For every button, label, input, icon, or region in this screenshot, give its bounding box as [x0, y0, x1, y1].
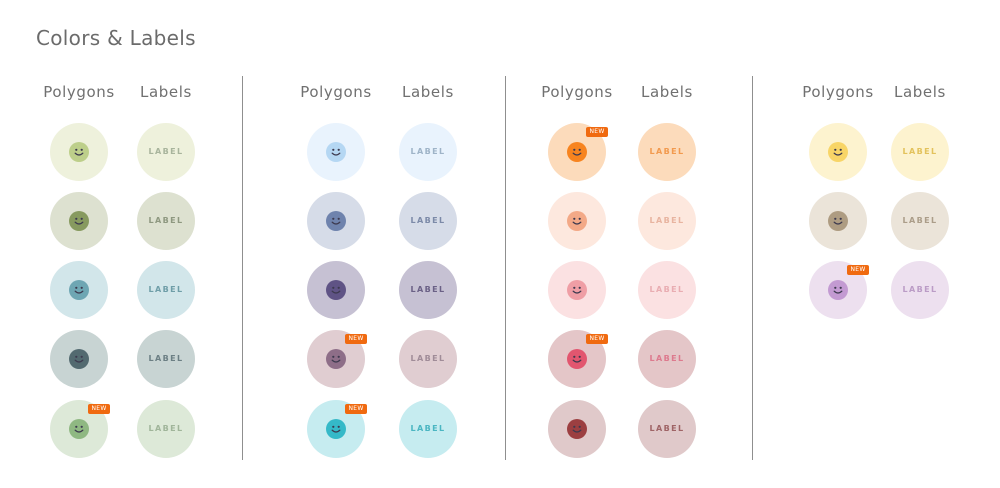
label-text: LABEL — [902, 147, 938, 156]
polygon-swatch[interactable] — [548, 261, 606, 319]
label-swatch[interactable]: LABEL — [638, 192, 696, 250]
smiley-face-icon — [567, 349, 587, 369]
smiley-face-icon — [326, 280, 346, 300]
smiley-face-icon — [326, 419, 346, 439]
polygon-swatch[interactable] — [50, 330, 108, 388]
smiley-face-icon — [567, 280, 587, 300]
smiley-face-icon — [567, 419, 587, 439]
page-title: Colors & Labels — [36, 26, 196, 50]
polygon-swatch[interactable] — [50, 123, 108, 181]
polygon-swatch[interactable] — [307, 192, 365, 250]
smiley-face-icon — [69, 419, 89, 439]
new-badge: NEW — [586, 127, 608, 137]
label-text: LABEL — [410, 216, 446, 225]
smiley-face-icon — [828, 142, 848, 162]
divider — [242, 76, 243, 460]
label-text: LABEL — [902, 285, 938, 294]
smiley-face-icon — [567, 211, 587, 231]
polygons-heading: Polygons — [43, 83, 115, 101]
label-swatch[interactable]: LABEL — [638, 330, 696, 388]
label-text: LABEL — [410, 354, 446, 363]
label-swatch[interactable]: LABEL — [137, 192, 195, 250]
polygon-swatch[interactable] — [307, 261, 365, 319]
labels-heading: Labels — [894, 83, 946, 101]
new-badge: NEW — [345, 404, 367, 414]
label-text: LABEL — [902, 216, 938, 225]
smiley-face-icon — [69, 280, 89, 300]
polygon-swatch[interactable] — [809, 192, 867, 250]
new-badge: NEW — [88, 404, 110, 414]
polygon-swatch[interactable] — [50, 192, 108, 250]
label-text: LABEL — [649, 285, 685, 294]
label-swatch[interactable]: LABEL — [137, 123, 195, 181]
label-swatch[interactable]: LABEL — [638, 400, 696, 458]
labels-heading: Labels — [641, 83, 693, 101]
label-text: LABEL — [649, 216, 685, 225]
label-swatch[interactable]: LABEL — [399, 400, 457, 458]
labels-heading: Labels — [402, 83, 454, 101]
label-text: LABEL — [148, 424, 184, 433]
label-text: LABEL — [410, 147, 446, 156]
label-swatch[interactable]: LABEL — [891, 192, 949, 250]
label-swatch[interactable]: LABEL — [137, 400, 195, 458]
label-swatch[interactable]: LABEL — [137, 330, 195, 388]
polygon-swatch[interactable] — [50, 261, 108, 319]
divider — [752, 76, 753, 460]
smiley-face-icon — [828, 280, 848, 300]
label-swatch[interactable]: LABEL — [891, 123, 949, 181]
new-badge: NEW — [847, 265, 869, 275]
label-swatch[interactable]: LABEL — [137, 261, 195, 319]
divider — [505, 76, 506, 460]
label-text: LABEL — [649, 354, 685, 363]
smiley-face-icon — [69, 142, 89, 162]
new-badge: NEW — [586, 334, 608, 344]
label-text: LABEL — [649, 424, 685, 433]
label-swatch[interactable]: LABEL — [399, 192, 457, 250]
label-swatch[interactable]: LABEL — [638, 123, 696, 181]
label-swatch[interactable]: LABEL — [399, 123, 457, 181]
smiley-face-icon — [326, 349, 346, 369]
label-swatch[interactable]: LABEL — [638, 261, 696, 319]
label-text: LABEL — [148, 216, 184, 225]
label-text: LABEL — [410, 424, 446, 433]
smiley-face-icon — [567, 142, 587, 162]
polygon-swatch[interactable] — [548, 400, 606, 458]
smiley-face-icon — [69, 349, 89, 369]
polygon-swatch[interactable] — [307, 123, 365, 181]
smiley-face-icon — [828, 211, 848, 231]
polygon-swatch[interactable] — [809, 123, 867, 181]
labels-heading: Labels — [140, 83, 192, 101]
smiley-face-icon — [326, 211, 346, 231]
polygons-heading: Polygons — [802, 83, 874, 101]
label-swatch[interactable]: LABEL — [399, 261, 457, 319]
polygons-heading: Polygons — [541, 83, 613, 101]
label-text: LABEL — [148, 147, 184, 156]
new-badge: NEW — [345, 334, 367, 344]
polygons-heading: Polygons — [300, 83, 372, 101]
label-text: LABEL — [148, 354, 184, 363]
polygon-swatch[interactable] — [548, 192, 606, 250]
label-text: LABEL — [649, 147, 685, 156]
smiley-face-icon — [326, 142, 346, 162]
label-text: LABEL — [410, 285, 446, 294]
label-swatch[interactable]: LABEL — [399, 330, 457, 388]
label-swatch[interactable]: LABEL — [891, 261, 949, 319]
smiley-face-icon — [69, 211, 89, 231]
label-text: LABEL — [148, 285, 184, 294]
